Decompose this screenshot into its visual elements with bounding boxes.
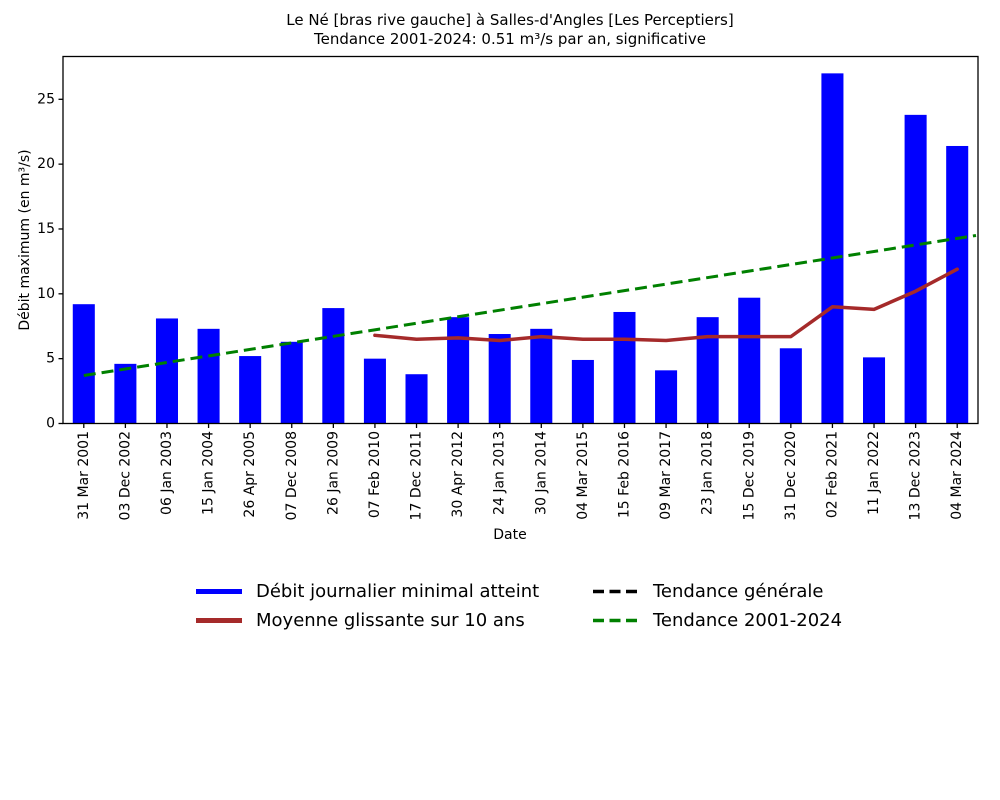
x-tick-label: 30 Jan 2014 [533, 431, 549, 515]
y-tick-label: 5 [46, 351, 55, 367]
plot-border [62, 55, 979, 425]
bar [197, 328, 220, 424]
x-tick-label: 26 Apr 2005 [242, 431, 258, 518]
x-tick-label: 09 Mar 2017 [658, 431, 674, 520]
legend-column-1: Débit journalier minimal atteint Moyenne… [195, 577, 539, 635]
x-tick-label: 11 Jan 2022 [866, 431, 882, 515]
y-tick-label: 0 [46, 416, 55, 432]
bar [530, 328, 553, 424]
legend-swatch-solid-brown-line [196, 618, 242, 623]
legend-item-debit-journalier: Débit journalier minimal atteint [195, 577, 539, 606]
legend-swatch-dashed-green-line [593, 618, 639, 623]
bar [239, 356, 262, 424]
bar [280, 341, 303, 424]
x-tick-label: 31 Mar 2001 [76, 431, 92, 520]
x-tick-label: 15 Jan 2004 [201, 431, 217, 515]
legend-swatch-dashed-black-line [593, 589, 639, 594]
legend-item-tendance-generale: Tendance générale [592, 577, 842, 606]
y-axis-label: Débit maximum (en m³/s) [17, 149, 33, 330]
x-tick-label: 23 Jan 2018 [700, 431, 716, 515]
bar [571, 359, 594, 424]
x-tick-label: 15 Dec 2019 [741, 431, 757, 520]
x-tick-label: 26 Jan 2009 [325, 431, 341, 515]
x-tick-label: 02 Feb 2021 [824, 431, 840, 518]
x-tick-label: 15 Feb 2016 [616, 431, 632, 518]
bar [488, 334, 511, 424]
legend-label: Débit journalier minimal atteint [256, 581, 540, 602]
y-tick-label: 10 [37, 286, 55, 302]
legend-label: Moyenne glissante sur 10 ans [256, 610, 525, 631]
bar [946, 145, 969, 424]
trend-line-2001-2024 [83, 233, 977, 377]
x-tick-label: 31 Dec 2020 [783, 431, 799, 520]
x-tick-label: 07 Dec 2008 [284, 431, 300, 520]
bar [904, 114, 927, 424]
legend-item-tendance-2001-2024: Tendance 2001-2024 [592, 606, 842, 635]
legend-label: Tendance générale [653, 581, 824, 602]
x-axis-label: Date [493, 527, 527, 543]
y-tick-label: 25 [37, 91, 55, 107]
bar [72, 304, 95, 424]
x-tick-label: 24 Jan 2013 [492, 431, 508, 515]
bar [655, 370, 678, 424]
rolling-mean-line [373, 267, 959, 343]
bar [114, 363, 137, 424]
chart-title: Le Né [bras rive gauche] à Salles-d'Angl… [41, 11, 979, 49]
y-tick-label: 20 [37, 156, 55, 172]
bar [447, 317, 470, 424]
legend-label: Tendance 2001-2024 [653, 610, 843, 631]
x-tick-label: 04 Mar 2024 [949, 431, 965, 520]
bar [322, 308, 345, 424]
x-tick-label: 03 Dec 2002 [117, 431, 133, 520]
bar [779, 348, 802, 424]
bar [863, 357, 886, 424]
legend-column-2: Tendance générale Tendance 2001-2024 [592, 577, 842, 635]
chart-title-line2: Tendance 2001-2024: 0.51 m³/s par an, si… [314, 30, 706, 48]
bar [613, 311, 636, 424]
bar [821, 73, 844, 424]
legend-item-moyenne-glissante: Moyenne glissante sur 10 ans [195, 606, 539, 635]
bar [155, 318, 178, 424]
bar [405, 374, 428, 424]
chart-plot-area: 0 5 10 15 20 25 31 Mar 2001 03 Dec 2002 06 Jan 2… [17, 55, 979, 520]
bar [696, 317, 719, 424]
x-tick-label: 13 Dec 2023 [908, 431, 924, 520]
bar [738, 297, 761, 424]
x-tick-label: 07 Feb 2010 [367, 431, 383, 518]
x-tick-label: 04 Mar 2015 [575, 431, 591, 520]
x-tick-label: 30 Apr 2012 [450, 431, 466, 518]
x-tick-label: 17 Dec 2011 [409, 431, 425, 520]
x-tick-label: 06 Jan 2003 [159, 431, 175, 515]
legend-swatch-solid-blue-line [196, 589, 242, 594]
chart-title-line1: Le Né [bras rive gauche] à Salles-d'Angl… [286, 11, 734, 29]
y-tick-label: 15 [37, 221, 55, 237]
bar [363, 358, 386, 424]
